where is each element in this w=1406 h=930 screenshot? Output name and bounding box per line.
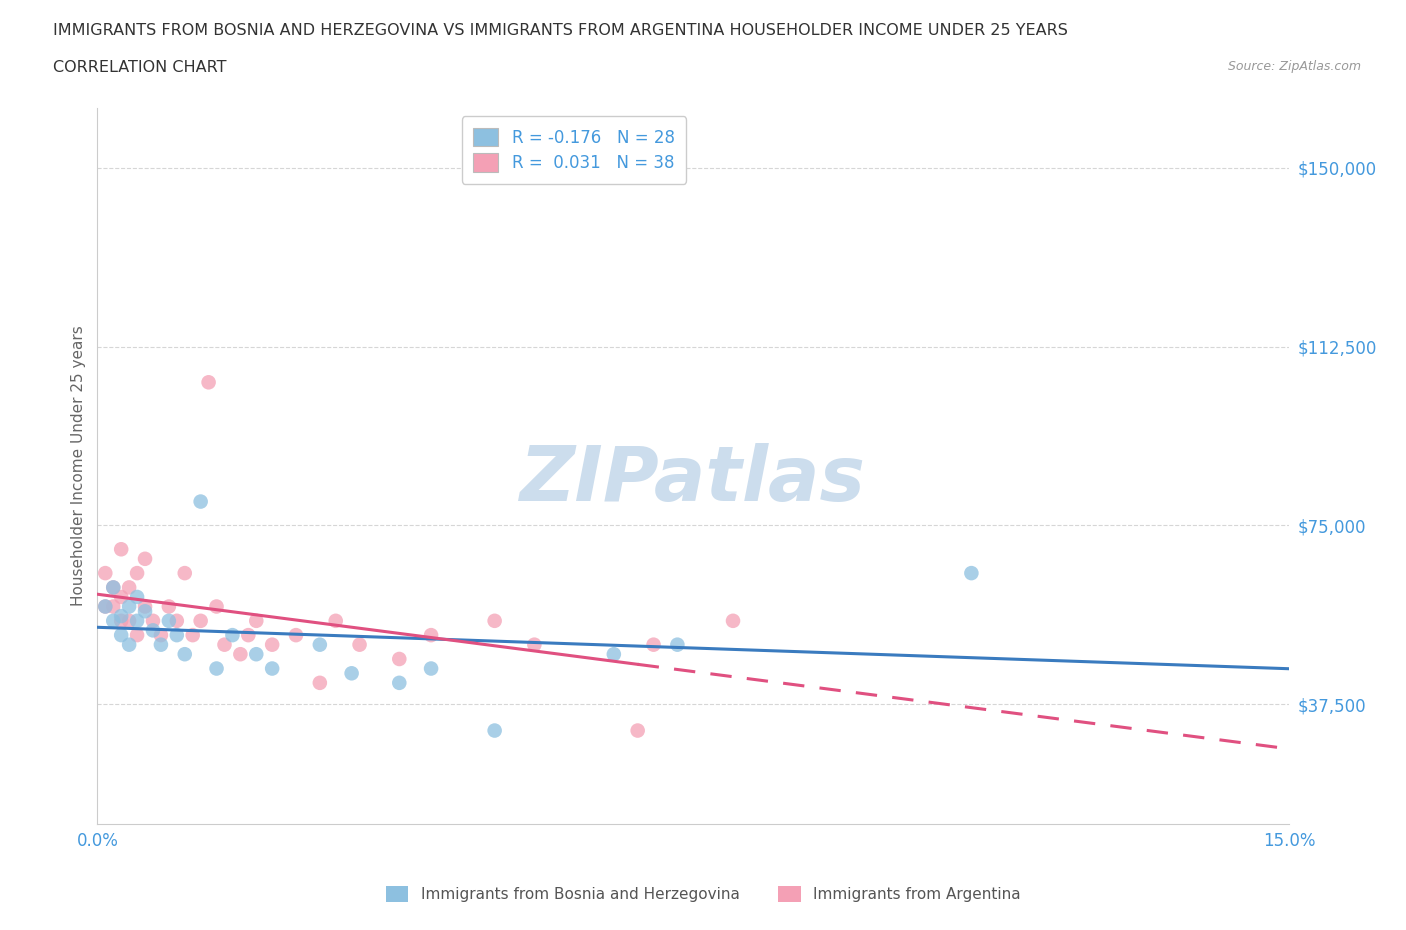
Point: [118, 614, 141, 629]
Point: [643, 637, 665, 652]
Point: [960, 565, 983, 580]
Point: [142, 614, 165, 629]
Point: [627, 724, 650, 738]
Point: [173, 646, 195, 661]
Point: [110, 590, 132, 604]
Text: IMMIGRANTS FROM BOSNIA AND HERZEGOVINA VS IMMIGRANTS FROM ARGENTINA HOUSEHOLDER : IMMIGRANTS FROM BOSNIA AND HERZEGOVINA V…: [53, 23, 1069, 38]
Point: [245, 614, 267, 629]
Point: [285, 628, 308, 643]
Point: [103, 580, 125, 595]
Point: [118, 637, 141, 652]
Point: [349, 637, 371, 652]
Legend: R = -0.176   N = 28, R =  0.031   N = 38: R = -0.176 N = 28, R = 0.031 N = 38: [461, 116, 686, 183]
Point: [103, 614, 125, 629]
Point: [325, 614, 347, 629]
Point: [245, 646, 267, 661]
Point: [142, 623, 165, 638]
Point: [157, 614, 180, 629]
Point: [420, 628, 443, 643]
Point: [197, 375, 219, 390]
Point: [388, 675, 411, 690]
Point: [308, 675, 330, 690]
Text: Source: ZipAtlas.com: Source: ZipAtlas.com: [1227, 60, 1361, 73]
Point: [666, 637, 689, 652]
Point: [166, 614, 188, 629]
Point: [523, 637, 546, 652]
Point: [221, 628, 243, 643]
Point: [110, 628, 132, 643]
Point: [173, 565, 195, 580]
Point: [262, 637, 284, 652]
Point: [110, 614, 132, 629]
Point: [388, 652, 411, 667]
Point: [125, 565, 148, 580]
Point: [118, 580, 141, 595]
Point: [157, 599, 180, 614]
Point: [603, 646, 626, 661]
Text: ZIPatlas: ZIPatlas: [520, 443, 866, 517]
Point: [190, 614, 212, 629]
Point: [103, 599, 125, 614]
Point: [94, 599, 117, 614]
Point: [205, 661, 228, 676]
Point: [205, 599, 228, 614]
Point: [125, 628, 148, 643]
Point: [484, 614, 506, 629]
Point: [125, 614, 148, 629]
Point: [94, 565, 117, 580]
Point: [118, 599, 141, 614]
Point: [181, 628, 204, 643]
Point: [110, 608, 132, 623]
Point: [262, 661, 284, 676]
Point: [134, 551, 156, 566]
Point: [229, 646, 252, 661]
Y-axis label: Householder Income Under 25 years: Householder Income Under 25 years: [72, 326, 86, 606]
Point: [420, 661, 443, 676]
Legend: Immigrants from Bosnia and Herzegovina, Immigrants from Argentina: Immigrants from Bosnia and Herzegovina, …: [380, 880, 1026, 909]
Point: [149, 637, 172, 652]
Point: [484, 724, 506, 738]
Text: CORRELATION CHART: CORRELATION CHART: [53, 60, 226, 75]
Point: [134, 599, 156, 614]
Point: [134, 604, 156, 618]
Point: [103, 580, 125, 595]
Point: [308, 637, 330, 652]
Point: [190, 494, 212, 509]
Point: [214, 637, 236, 652]
Point: [166, 628, 188, 643]
Point: [721, 614, 744, 629]
Point: [149, 628, 172, 643]
Point: [110, 542, 132, 557]
Point: [125, 590, 148, 604]
Point: [238, 628, 260, 643]
Point: [94, 599, 117, 614]
Point: [340, 666, 363, 681]
